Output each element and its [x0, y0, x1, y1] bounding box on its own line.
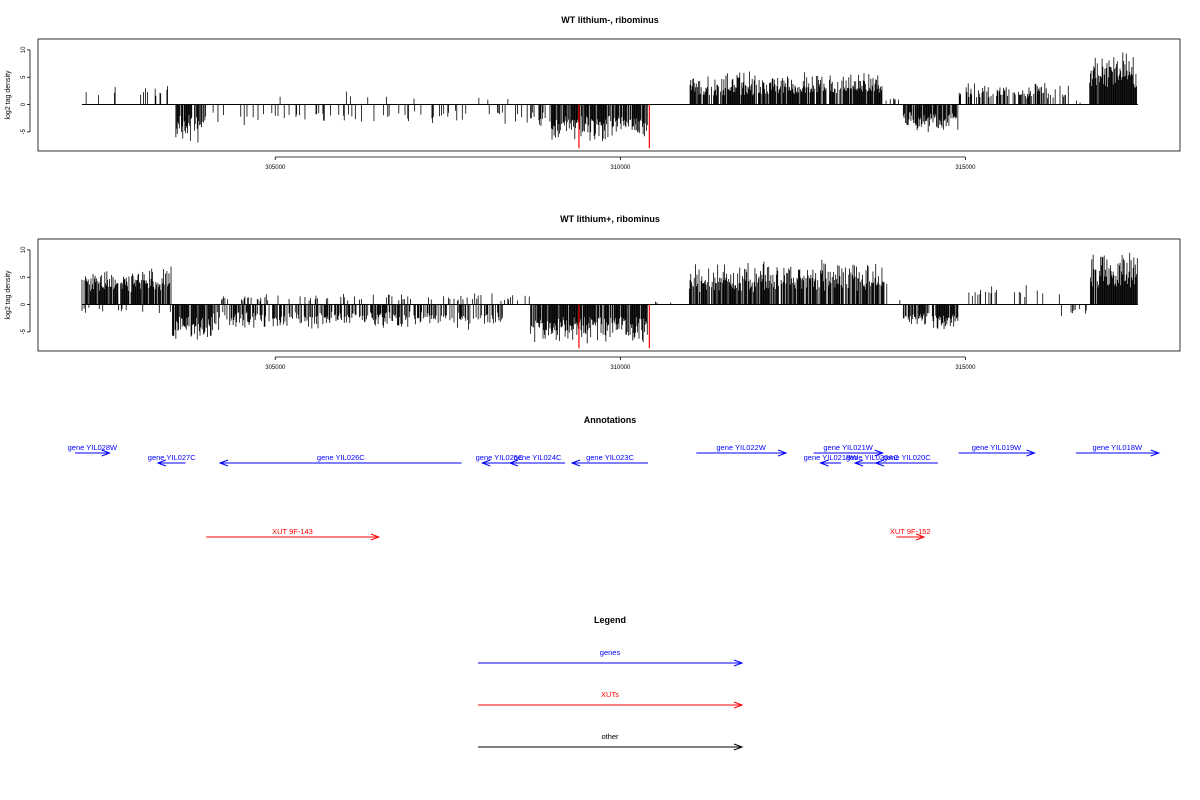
gene-label: gene YIL020C [883, 453, 931, 462]
gene-label: gene YIL027C [148, 453, 196, 462]
legend-label: other [601, 732, 619, 741]
gene-label: gene YIL023C [586, 453, 634, 462]
legend-items: genes XUTs other [478, 648, 744, 751]
gene-arrow [696, 449, 788, 457]
gene-label: gene YIL024C [514, 453, 562, 462]
legend-item: XUTs [478, 690, 744, 709]
gene-arrow [156, 459, 186, 467]
gene-arrow [1075, 449, 1161, 457]
y-axis: -5 0 5 10 [21, 46, 31, 135]
plot-frame [37, 238, 1181, 352]
gene-arrow [75, 449, 112, 457]
x-tick-label: 305000 [265, 165, 286, 171]
y-tick-label: 0 [21, 302, 27, 306]
annotations-title: Annotations [584, 415, 637, 425]
xut-arrow [896, 533, 926, 541]
gene-label: gene YIL018W [1093, 443, 1143, 452]
gene-label: gene YIL021BW [804, 453, 859, 462]
panel-lithium-minus: WT lithium-, ribominus log2 tag density … [5, 15, 1181, 171]
x-tick-label: 315000 [955, 365, 976, 371]
legend-label: genes [600, 648, 621, 657]
gene-label: gene YIL019W [972, 443, 1022, 452]
legend-item: genes [478, 648, 744, 667]
gene-arrow [813, 449, 885, 457]
x-axis: 305000 310000 315000 [265, 356, 976, 371]
plot-frame [37, 38, 1181, 152]
gene-arrow [218, 459, 462, 467]
y-tick-label: -5 [21, 129, 27, 135]
y-tick-label: 5 [21, 275, 27, 279]
y-tick-label: 10 [21, 246, 27, 253]
panel-title: WT lithium-, ribominus [561, 15, 659, 25]
bar-track [81, 252, 1138, 349]
xut-label: XUT 9F-143 [272, 527, 313, 536]
y-axis-label: log2 tag density [5, 70, 12, 120]
y-axis-label: log2 tag density [5, 270, 12, 320]
gene-label: gene YIL020AC [846, 453, 899, 462]
y-axis: -5 0 5 10 [21, 246, 31, 335]
panel-lithium-plus: WT lithium+, ribominus log2 tag density … [5, 214, 1181, 371]
legend-arrowhead [733, 701, 744, 709]
legend: Legend genes XUTs other [478, 615, 744, 751]
y-tick-label: 10 [21, 46, 27, 53]
legend-title: Legend [594, 615, 626, 625]
x-tick-label: 305000 [265, 365, 286, 371]
panel-title: WT lithium+, ribominus [560, 214, 660, 224]
gene-arrow [874, 459, 938, 467]
legend-label: XUTs [601, 690, 619, 699]
x-axis: 305000 310000 315000 [265, 156, 976, 171]
xut-arrow [206, 533, 381, 541]
gene-label: gene YIL021W [823, 443, 873, 452]
legend-arrowhead [733, 743, 744, 751]
gene-label: gene YIL022W [716, 443, 766, 452]
legend-item: other [478, 732, 744, 751]
xut-label: XUT 9F-152 [890, 527, 931, 536]
y-tick-label: 0 [21, 102, 27, 106]
gene-arrow [570, 459, 648, 467]
gene-label: gene YIL026C [317, 453, 365, 462]
bar-track [82, 52, 1138, 149]
y-tick-label: -5 [21, 329, 27, 335]
x-tick-label: 315000 [955, 165, 976, 171]
x-tick-label: 310000 [610, 365, 631, 371]
x-tick-label: 310000 [610, 165, 631, 171]
gene-arrow [819, 459, 842, 467]
gene-arrow [508, 459, 566, 467]
gene-label: gene YIL028W [68, 443, 118, 452]
gene-arrow [958, 449, 1036, 457]
y-tick-label: 5 [21, 75, 27, 79]
gene-label: gene YIL025C [476, 453, 524, 462]
annotation-items: gene YIL028W gene YIL027C gene YIL026C gene… [68, 443, 1161, 541]
legend-arrowhead [733, 659, 744, 667]
